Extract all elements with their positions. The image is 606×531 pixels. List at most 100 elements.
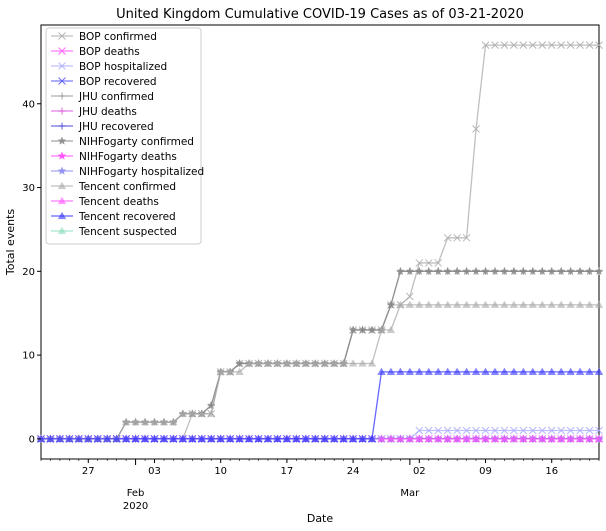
data-point: [500, 434, 509, 442]
data-point: [509, 300, 519, 308]
data-point: [538, 367, 547, 375]
data-point: [538, 426, 547, 435]
data-point: [509, 266, 519, 276]
data-point: [424, 367, 433, 375]
data-point: [519, 300, 528, 308]
data-point: [481, 426, 490, 435]
data-point: [556, 434, 566, 442]
data-point: [140, 417, 150, 426]
legend-marker: [57, 181, 67, 190]
data-point: [102, 434, 112, 442]
data-point: [244, 434, 254, 442]
data-point: [235, 367, 244, 375]
data-point: [471, 367, 481, 375]
data-point: [329, 434, 339, 442]
data-point: [443, 367, 452, 375]
data-point: [471, 300, 481, 308]
data-point: [434, 259, 443, 267]
data-point: [472, 125, 480, 133]
data-point: [510, 41, 518, 49]
data-point: [576, 426, 584, 435]
data-point: [348, 434, 358, 442]
data-point: [121, 434, 131, 442]
data-point: [556, 367, 566, 375]
data-point: [178, 434, 188, 442]
data-point: [415, 426, 424, 435]
data-point: [443, 434, 452, 442]
data-point: [424, 266, 434, 276]
x-month-label: Feb: [127, 488, 145, 499]
legend-entry: Tencent confirmed: [51, 181, 176, 193]
data-point: [575, 434, 585, 442]
legend-label: JHU deaths: [78, 106, 137, 118]
legend-entry: BOP deaths: [51, 46, 140, 58]
x-month-label: Mar: [400, 488, 420, 499]
legend-entry: NIHFogarty deaths: [51, 151, 177, 163]
legend-entry: BOP recovered: [51, 76, 157, 88]
legend-entry: JHU recovered: [51, 121, 154, 133]
data-point: [510, 426, 518, 435]
data-point: [405, 300, 415, 308]
data-point: [244, 359, 254, 367]
data-point: [443, 426, 452, 435]
data-point: [414, 266, 424, 276]
data-point: [339, 359, 348, 367]
y-tick-label: 40: [22, 99, 35, 110]
data-point: [396, 300, 405, 308]
data-point: [112, 434, 121, 442]
data-point: [367, 434, 377, 442]
data-point: [46, 434, 55, 442]
data-point: [254, 434, 263, 442]
data-point: [595, 426, 603, 435]
data-point: [462, 233, 471, 242]
data-point: [292, 434, 301, 442]
data-point: [537, 266, 547, 276]
chart-title: United Kingdom Cumulative COVID-19 Cases…: [116, 7, 524, 22]
x-tick-label: 03: [148, 466, 161, 477]
data-point: [282, 434, 292, 442]
legend-label: BOP hospitalized: [79, 61, 167, 73]
data-point: [585, 266, 595, 276]
data-point: [585, 41, 594, 49]
data-point: [557, 41, 566, 49]
legend-marker: [58, 32, 66, 40]
data-point: [377, 367, 386, 375]
data-point: [538, 300, 547, 308]
data-point: [575, 367, 585, 375]
data-point: [74, 434, 84, 442]
data-point: [462, 300, 471, 308]
data-point: [500, 300, 509, 308]
data-point: [528, 266, 538, 276]
legend-entry: Tencent suspected: [51, 226, 177, 238]
data-point: [386, 434, 396, 442]
data-point: [415, 259, 424, 267]
data-point: [424, 426, 433, 435]
data-point: [320, 434, 329, 442]
legend-entry: JHU deaths: [51, 106, 137, 118]
data-point: [405, 292, 414, 301]
legend-label: Tencent deaths: [78, 196, 159, 208]
data-point: [481, 434, 490, 442]
data-point: [528, 426, 537, 435]
data-point: [329, 359, 339, 367]
data-point: [188, 434, 197, 442]
data-point: [206, 400, 216, 410]
data-point: [500, 426, 509, 435]
legend-marker: [57, 166, 67, 175]
legend-label: BOP confirmed: [79, 31, 157, 43]
data-point: [386, 367, 396, 375]
data-point: [433, 434, 443, 442]
data-point: [84, 434, 93, 442]
data-point: [443, 300, 452, 308]
data-point: [566, 426, 575, 435]
legend-label: NIHFogarty deaths: [79, 151, 177, 163]
data-point: [471, 266, 481, 276]
data-point: [386, 300, 396, 309]
data-point: [585, 300, 594, 308]
data-point: [301, 359, 311, 367]
data-point: [557, 426, 566, 435]
series-10: [36, 300, 604, 442]
data-point: [197, 409, 207, 417]
data-point: [490, 434, 500, 442]
data-point: [594, 434, 604, 442]
